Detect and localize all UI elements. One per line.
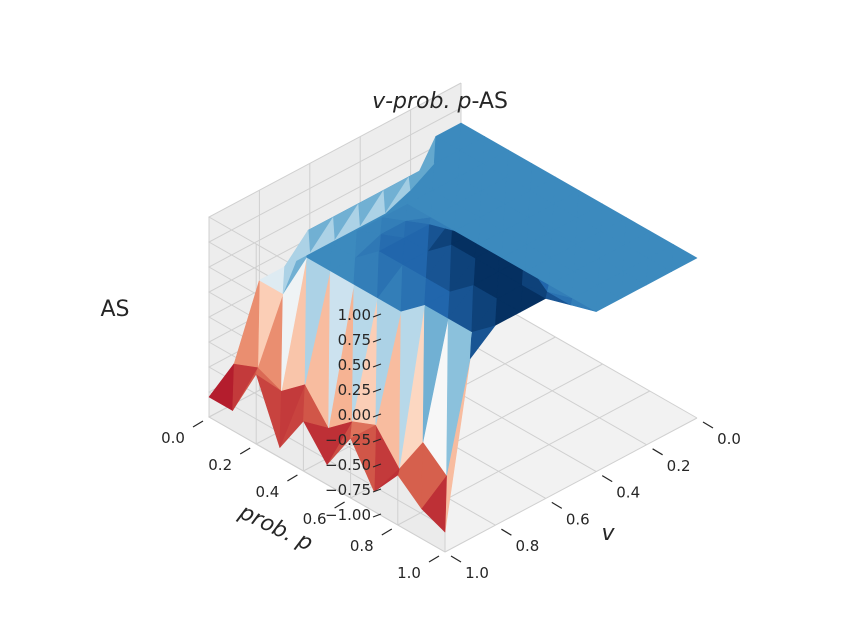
z-axis-title: AS [100,297,129,322]
tick-mark [428,555,440,563]
axis-ticks: −1.00−0.75−0.50−0.250.000.250.500.751.00… [161,306,741,582]
x-tick-label: 1.0 [465,564,489,582]
tick-mark [372,488,382,493]
tick-mark [381,528,393,536]
z-tick-label: −0.25 [325,431,371,449]
y-tick-label: 0.4 [255,483,279,501]
y-tick-label: 0.0 [161,429,185,447]
z-tick-label: 1.00 [338,306,371,324]
tick-mark [372,338,382,343]
tick-mark [501,528,512,536]
chart-title: v-prob. p-AS [372,89,508,114]
x-tick-label: 0.8 [515,537,539,555]
surface-facet [553,176,580,205]
tick-mark [372,438,382,443]
tick-mark [372,413,382,418]
surface-facet [233,279,260,368]
y-tick-label: 0.6 [303,510,327,528]
y-tick-label: 0.2 [208,456,232,474]
tick-mark [287,474,298,482]
tick-mark [372,513,382,518]
surface-mesh [208,122,698,533]
tick-mark [239,447,251,455]
surface-facet [671,244,698,272]
tick-mark [334,501,345,509]
tick-mark [702,421,714,429]
tick-mark [551,501,563,509]
surface-facet [482,136,509,164]
tick-mark [192,420,204,428]
z-tick-label: −0.50 [325,456,371,474]
z-tick-label: −0.75 [325,481,371,499]
x-tick-label: 0.2 [667,457,691,475]
surface-facet [600,203,627,232]
tick-mark [372,388,382,393]
tick-mark [652,448,663,456]
grid-line [444,417,698,553]
x-axis-title: v [601,521,615,546]
tick-mark [372,363,382,368]
x-tick-label: 0.6 [566,510,590,528]
z-tick-label: 0.00 [338,406,371,424]
surface-facet [577,190,603,218]
surface-facet [459,122,485,151]
z-tick-label: 0.25 [338,381,371,399]
tick-mark [601,475,613,483]
x-tick-label: 0.0 [717,430,741,448]
surface-facet [647,230,674,259]
tick-mark [372,313,382,318]
tick-mark [372,463,382,468]
surface-facet [284,230,311,268]
z-tick-label: 0.50 [338,356,371,374]
x-tick-label: 0.4 [616,484,640,502]
y-tick-label: 0.8 [350,537,374,555]
tick-mark [450,555,462,563]
y-axis-title: prob. p [234,499,316,556]
z-tick-label: 0.75 [338,331,371,349]
surface-facet [624,217,651,245]
z-tick-label: −1.00 [325,506,371,524]
y-tick-label: 1.0 [397,564,421,582]
